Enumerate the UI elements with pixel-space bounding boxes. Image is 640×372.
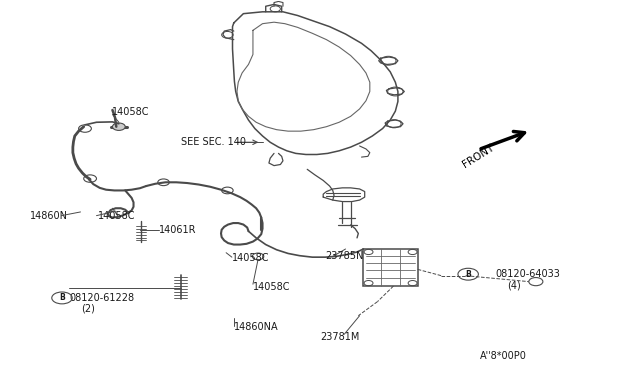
Text: 08120-61228: 08120-61228 bbox=[70, 293, 135, 303]
Text: 23781M: 23781M bbox=[320, 332, 360, 342]
Text: SEE SEC. 140: SEE SEC. 140 bbox=[180, 137, 246, 147]
Text: (4): (4) bbox=[507, 280, 521, 290]
Text: 14058C: 14058C bbox=[113, 107, 150, 117]
Circle shape bbox=[113, 123, 125, 131]
Text: FRONT: FRONT bbox=[461, 143, 496, 170]
Text: 14058C: 14058C bbox=[253, 282, 291, 292]
Text: (2): (2) bbox=[81, 303, 95, 313]
Text: 14860N: 14860N bbox=[30, 211, 68, 221]
Text: A''8*00P0: A''8*00P0 bbox=[479, 351, 527, 361]
Text: 14061R: 14061R bbox=[159, 225, 196, 235]
Text: 14058C: 14058C bbox=[232, 253, 269, 263]
Bar bbox=[364, 249, 418, 286]
Text: B: B bbox=[59, 294, 65, 302]
Text: B: B bbox=[465, 270, 471, 279]
Text: 23785N: 23785N bbox=[325, 251, 364, 262]
Text: 14058C: 14058C bbox=[98, 211, 135, 221]
Text: 14860NA: 14860NA bbox=[234, 322, 278, 332]
Text: 08120-64033: 08120-64033 bbox=[495, 269, 561, 279]
